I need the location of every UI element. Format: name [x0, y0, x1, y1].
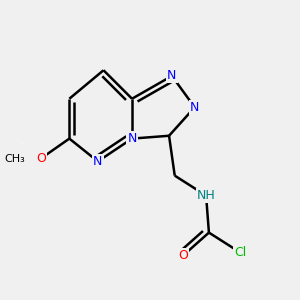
Text: N: N [93, 155, 103, 168]
Text: O: O [36, 152, 46, 165]
Text: methoxy: methoxy [21, 143, 27, 144]
Text: N: N [167, 69, 177, 82]
Text: NH: NH [197, 189, 215, 202]
Text: CH₃: CH₃ [4, 154, 25, 164]
Text: N: N [127, 132, 137, 145]
Text: Cl: Cl [234, 246, 246, 259]
Text: O: O [178, 249, 188, 262]
Text: N: N [190, 101, 200, 114]
